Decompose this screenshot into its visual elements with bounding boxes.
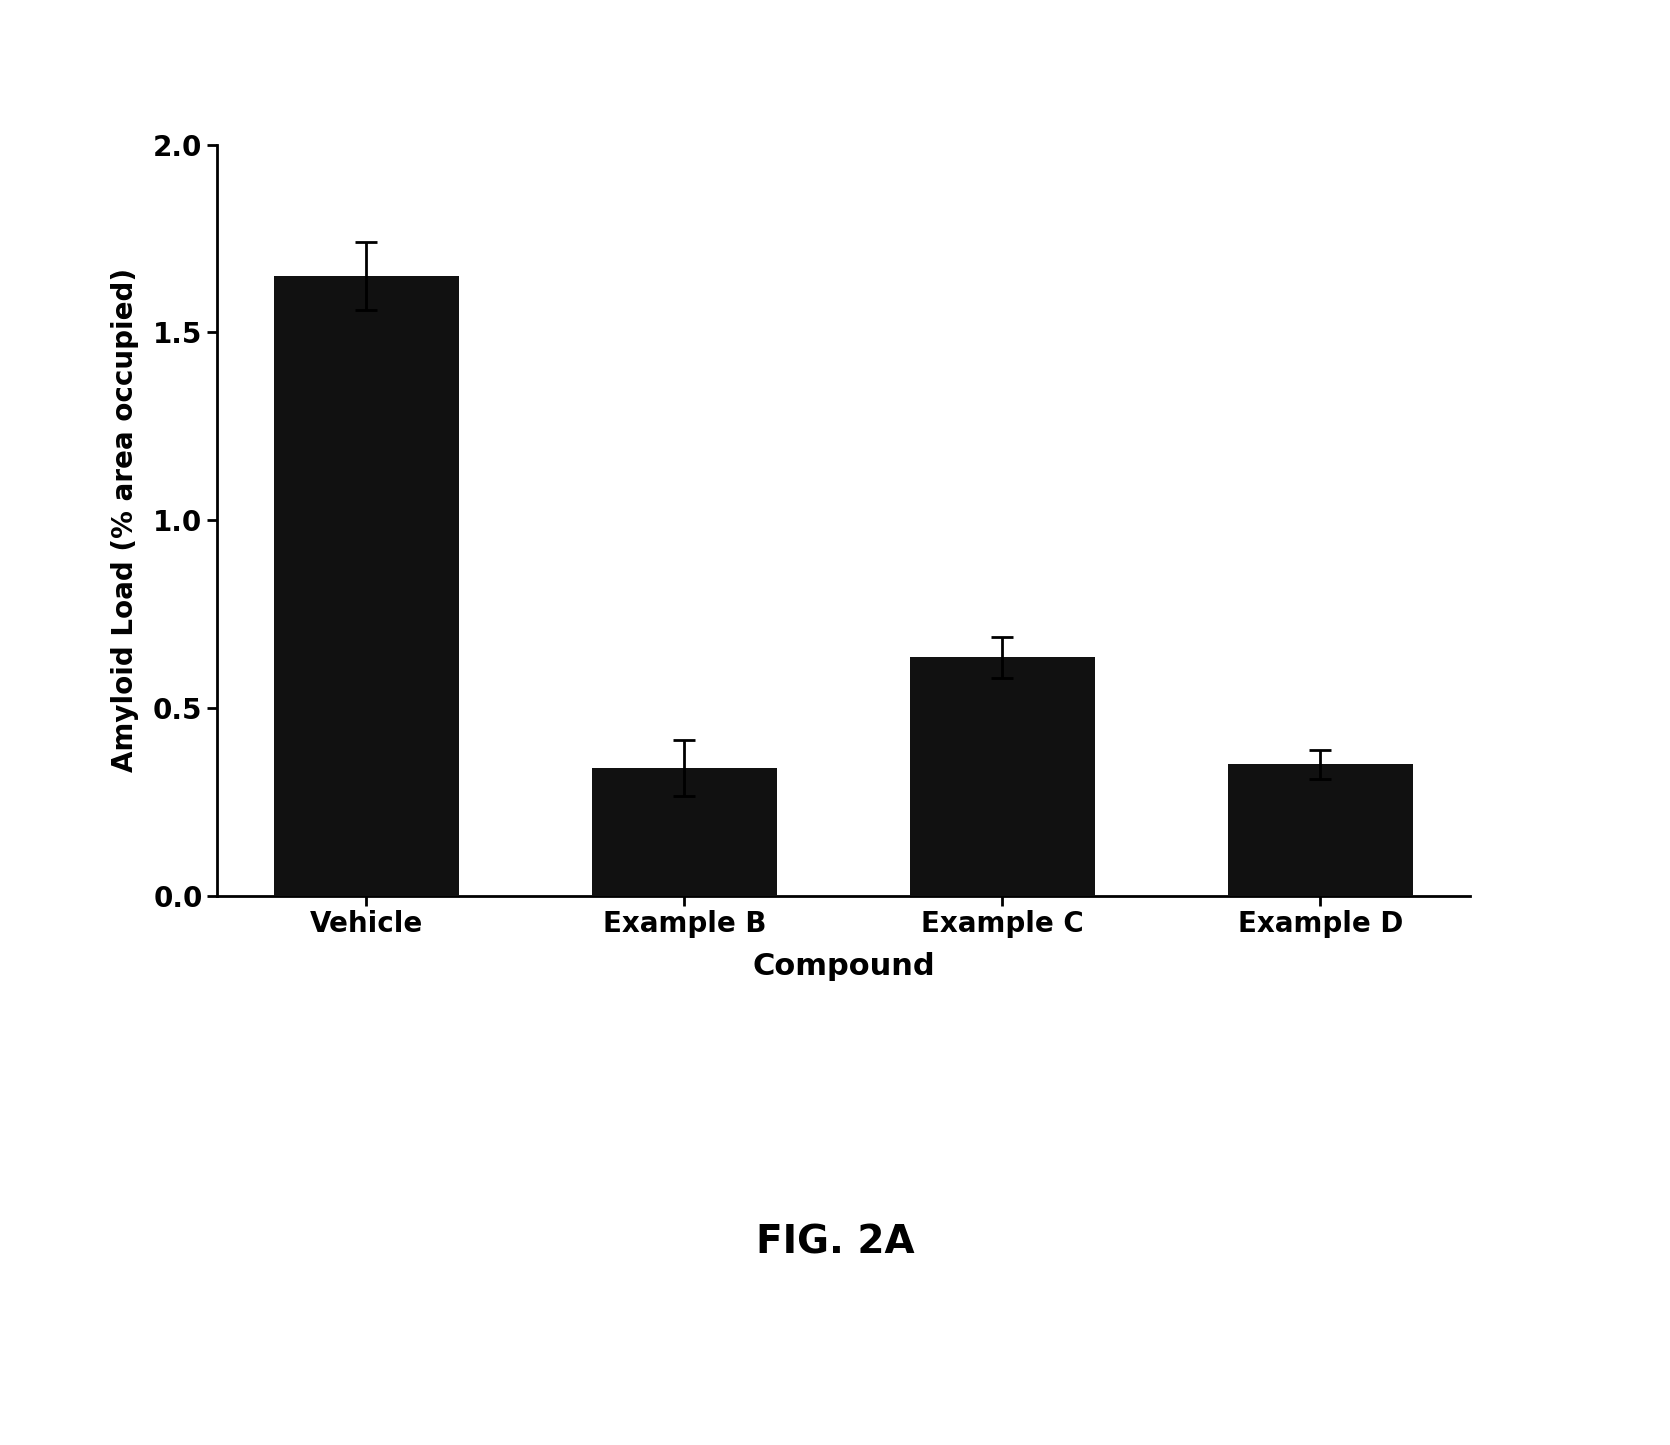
Bar	[593, 769, 777, 896]
Bar	[910, 657, 1094, 896]
Y-axis label: Amyloid Load (% area occupied): Amyloid Load (% area occupied)	[112, 269, 139, 772]
Bar	[1227, 764, 1413, 896]
Text: FIG. 2A: FIG. 2A	[757, 1224, 913, 1261]
Bar	[274, 276, 459, 896]
X-axis label: Compound: Compound	[752, 952, 935, 981]
